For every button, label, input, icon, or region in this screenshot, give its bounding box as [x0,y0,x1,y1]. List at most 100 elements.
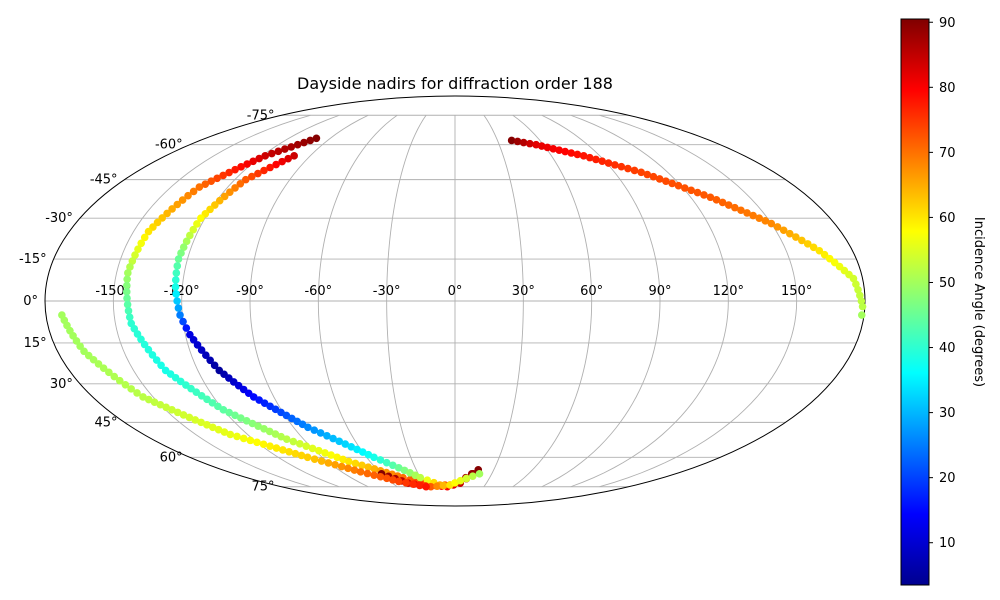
data-point [718,198,727,207]
data-point [219,406,228,414]
data-point [462,474,471,483]
data-point [174,304,183,312]
map-gridlines [45,114,865,488]
data-point [157,361,165,370]
data-point [333,453,341,462]
data-point [249,157,257,166]
data-point [192,388,201,397]
data-point [246,436,255,445]
data-point [237,414,245,422]
data-point [272,444,281,452]
data-point [123,294,131,302]
data-point [363,469,372,478]
chart-title: Dayside nadirs for diffraction order 188 [297,74,613,93]
data-point [335,437,344,446]
colorbar-ticks: 10 20 30 40 50 60 70 80 90 [929,16,956,551]
data-point [306,136,315,145]
data-point [266,442,274,450]
colorbar-tick-label: 70 [939,146,956,161]
data-point [803,240,812,248]
data-point [573,150,582,159]
data-point [266,163,274,172]
data-point [173,408,182,417]
latitude-tick-labels: 75° 60° 45° 30° 15° 0° -15° -30° -45° -60° -75° [19,108,275,494]
data-point [507,136,516,145]
data-point [193,220,201,228]
data-point [189,225,198,234]
data-point [220,192,229,201]
data-point [327,451,335,459]
data-point [261,152,270,160]
longitude-tick-label: -150° [95,284,131,299]
data-point [219,171,227,180]
data-point [189,335,198,344]
data-point [737,206,745,215]
latitude-tick-label: -60° [155,138,183,153]
data-point [402,478,410,487]
data-point [857,311,866,319]
data-point [207,177,215,185]
data-point [254,169,262,178]
data-point [237,163,245,171]
data-point [179,317,187,326]
data-points [58,134,867,491]
data-point [271,430,280,438]
data-point [195,183,204,191]
data-point [297,451,306,460]
data-point [285,447,293,456]
data-point [287,143,296,151]
data-point [208,423,217,432]
data-point [302,442,311,450]
data-point [585,153,594,162]
longitude-tick-labels: -150° -120° -90° -60° -30° 0° 30° 60° 90° 120° 150… [95,284,812,299]
data-point [265,427,274,436]
data-point [394,464,403,472]
data-point [468,472,477,480]
data-point [203,395,211,404]
data-point [300,138,308,147]
data-point [126,263,134,271]
data-point [197,214,205,222]
latitude-tick-label: 0° [23,294,38,309]
latitude-tick-label: -75° [247,108,275,123]
data-point [231,165,239,174]
data-point [173,262,182,270]
data-point [189,187,198,196]
data-point [350,466,359,474]
data-point [282,435,291,444]
data-point [526,139,534,148]
data-point [210,361,219,370]
longitude-tick-label: 0° [448,284,463,299]
data-point [394,477,403,486]
data-point [173,297,181,305]
data-point [561,147,569,156]
longitude-tick-label: -60° [304,284,332,299]
data-point [179,411,188,419]
data-point [755,214,764,222]
data-point [134,245,142,253]
latitude-tick-label: -45° [90,173,118,188]
data-point [225,168,233,177]
data-point [186,231,194,240]
data-point [637,168,645,177]
data-point [439,481,448,490]
data-point [89,355,98,364]
data-point [123,281,131,290]
data-point [255,154,263,163]
data-point [604,159,613,167]
data-point [767,219,776,228]
data-point [203,421,211,429]
data-point [173,200,182,209]
data-point [617,162,626,171]
data-point [592,155,600,164]
data-point [370,453,378,462]
data-point [422,482,430,491]
data-point [555,146,563,155]
data-point [168,406,176,414]
longitude-tick-label: 150° [781,284,812,299]
data-point [624,164,632,173]
longitude-tick-label: -30° [373,284,401,299]
data-point [598,157,606,166]
data-point [308,444,317,453]
data-point [724,201,733,209]
